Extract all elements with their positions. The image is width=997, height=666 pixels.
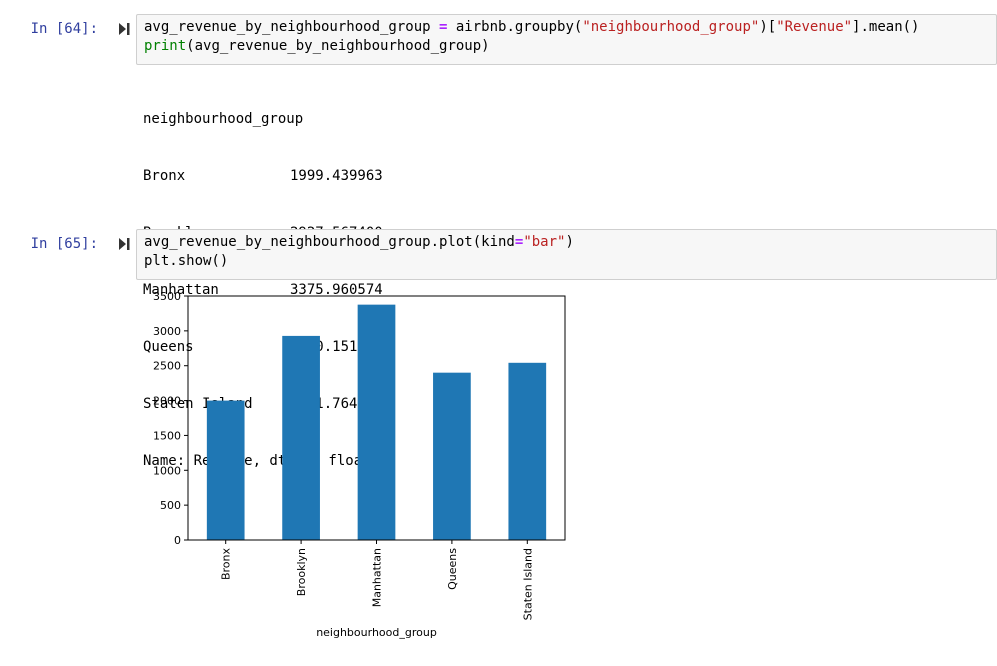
code-operator: =: [514, 234, 524, 250]
code-string: "bar": [523, 234, 566, 250]
output-value: 1999.439963: [290, 168, 383, 184]
output-row: Bronx 1999.439963: [143, 167, 387, 186]
output-value: 3375.960574: [290, 282, 383, 298]
x-tick-label: Staten Island: [521, 548, 534, 620]
run-cell-icon[interactable]: [118, 237, 130, 251]
output-row: Manhattan 3375.960574: [143, 281, 387, 300]
y-tick-label: 0: [174, 534, 181, 547]
x-axis-label: neighbourhood_group: [316, 626, 437, 639]
code-cell-65[interactable]: avg_revenue_by_neighbourhood_group.plot(…: [136, 229, 997, 280]
code-operator: =: [439, 19, 448, 35]
y-tick-label: 500: [160, 499, 181, 512]
plot-frame: [187, 295, 566, 541]
code-text: ): [565, 234, 574, 250]
code-text: avg_revenue_by_neighbourhood_group: [144, 19, 440, 35]
y-tick-label: 3500: [153, 290, 181, 303]
x-tick-label: Queens: [446, 548, 459, 590]
y-tick-label: 3000: [153, 325, 181, 338]
x-tick-label: Bronx: [220, 548, 233, 581]
code-cell-64[interactable]: avg_revenue_by_neighbourhood_group = air…: [136, 14, 997, 65]
code-string: "Revenue": [776, 19, 853, 35]
bar-queens: [433, 372, 471, 540]
code-text: )[: [759, 19, 777, 35]
run-cell-icon[interactable]: [118, 22, 130, 36]
y-tick-label: 1500: [153, 429, 181, 442]
code-line: avg_revenue_by_neighbourhood_group.plot(…: [144, 233, 996, 252]
x-tick-label: Brooklyn: [295, 548, 308, 596]
y-tick-label: 2000: [153, 395, 181, 408]
code-line: print(avg_revenue_by_neighbourhood_group…: [144, 37, 996, 56]
code-line: avg_revenue_by_neighbourhood_group = air…: [144, 18, 996, 37]
code-line: plt.show(): [144, 252, 996, 271]
cell-prompt-65: In [65]:: [30, 236, 98, 252]
bar-manhattan: [357, 304, 396, 540]
bar-brooklyn: [282, 335, 320, 540]
code-string: "neighbourhood_group": [582, 19, 760, 35]
y-tick-label: 1000: [153, 464, 181, 477]
bar-bronx: [206, 400, 245, 540]
x-tick-label: Manhattan: [371, 548, 384, 607]
cell-prompt-64: In [64]:: [30, 21, 98, 37]
output-index: Queens: [143, 339, 194, 355]
output-header: neighbourhood_group: [143, 111, 304, 127]
code-text: plt.show(): [144, 253, 229, 269]
code-builtin: print: [144, 38, 187, 54]
output-index: Manhattan: [143, 282, 219, 298]
code-text: ].mean(): [852, 19, 920, 35]
code-text: avg_revenue_by_neighbourhood_group.plot(…: [144, 234, 515, 250]
bar-staten-island: [508, 362, 547, 540]
code-text: (avg_revenue_by_neighbourhood_group): [186, 38, 490, 54]
code-text: airbnb.groupby(: [447, 19, 583, 35]
bar-chart: 0 500 1000 1500 2000 2500 3000 3500 Bronx Brookl…: [153, 290, 566, 639]
output-index: Bronx: [143, 168, 186, 184]
y-tick-label: 2500: [153, 360, 181, 373]
